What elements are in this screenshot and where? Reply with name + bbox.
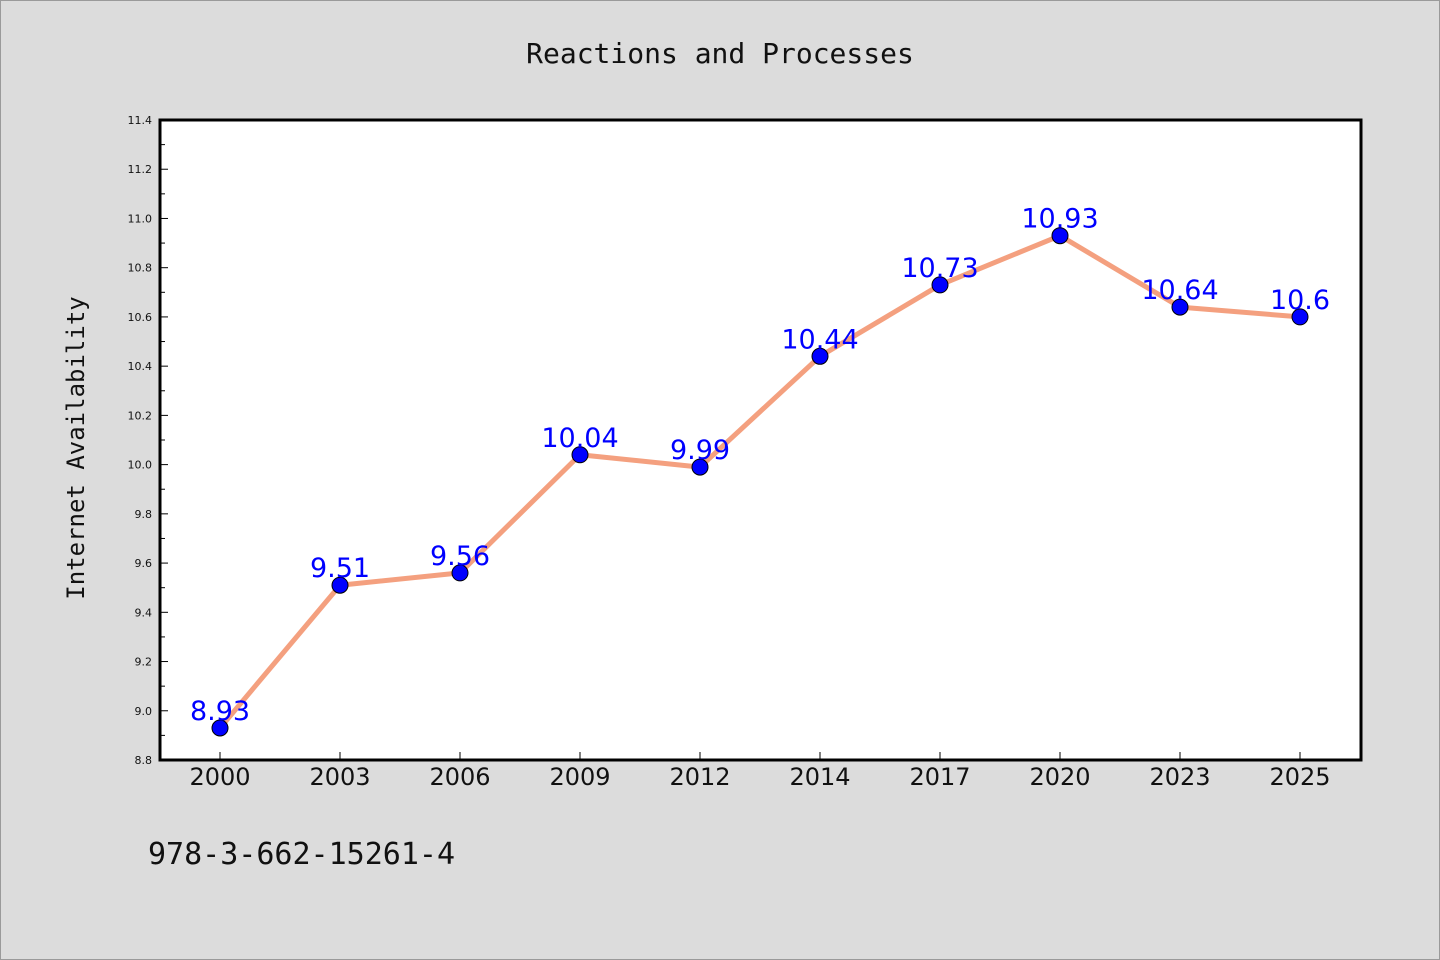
data-label: 10.93 (1021, 204, 1098, 235)
data-point (1051, 227, 1069, 245)
x-tick-label: 2025 (1269, 763, 1330, 791)
data-point (691, 458, 709, 476)
data-label: 9.99 (670, 435, 730, 466)
x-tick-label: 2020 (1029, 763, 1090, 791)
plot-frame (158, 118, 1363, 762)
data-point (571, 446, 589, 464)
data-label: 10.64 (1141, 275, 1218, 306)
footer-isbn: 978-3-662-15261-4 (148, 837, 455, 872)
y-tick-label: 9.4 (135, 606, 153, 619)
x-tick-label: 2009 (549, 763, 610, 791)
data-label: 9.51 (310, 553, 370, 584)
x-tick-label: 2006 (429, 763, 490, 791)
data-point (211, 719, 229, 737)
x-tick-label: 2003 (309, 763, 370, 791)
x-tick-label: 2014 (789, 763, 850, 791)
y-tick-label: 8.8 (135, 754, 153, 767)
data-point (331, 576, 349, 594)
y-tick-label: 10.4 (128, 360, 153, 373)
x-axis: 2000 2003 2006 2009 2012 2014 2017 2020 2023 2025 (189, 752, 1331, 791)
x-tick-label: 2012 (669, 763, 730, 791)
y-tick-label: 11.2 (128, 163, 153, 176)
y-tick-label: 9.0 (135, 705, 153, 718)
y-tick-label: 11.4 (128, 114, 153, 127)
series-layer: 8.93 9.51 9.56 10.04 9.99 10.44 10.73 10.93 10.6… (190, 204, 1330, 737)
data-point (451, 564, 469, 582)
data-point (811, 347, 829, 365)
data-label: 8.93 (190, 696, 250, 727)
y-tick-label: 10.0 (128, 459, 153, 472)
y-tick-label: 10.6 (128, 311, 153, 324)
x-tick-label: 2023 (1149, 763, 1210, 791)
data-label: 10.04 (541, 423, 618, 454)
data-label: 10.73 (901, 253, 978, 284)
y-tick-label: 9.6 (135, 557, 153, 570)
data-label: 10.6 (1270, 285, 1330, 316)
y-tick-label: 10.2 (128, 409, 153, 422)
data-point (1291, 308, 1309, 326)
data-point (931, 276, 949, 294)
y-tick-label: 10.8 (128, 262, 153, 275)
x-tick-label: 2017 (909, 763, 970, 791)
y-tick-label: 9.2 (135, 656, 153, 669)
series-line (217, 233, 1303, 731)
y-tick-label: 11.0 (128, 212, 153, 225)
plot-area (160, 120, 1361, 760)
chart-title: Reactions and Processes (526, 37, 914, 70)
x-tick-label: 2000 (189, 763, 250, 791)
data-label: 9.56 (430, 541, 490, 572)
y-axis-label: Internet Availability (62, 296, 90, 599)
y-tick-label: 9.8 (135, 508, 153, 521)
data-point (1171, 298, 1189, 316)
data-label: 10.44 (781, 324, 858, 355)
